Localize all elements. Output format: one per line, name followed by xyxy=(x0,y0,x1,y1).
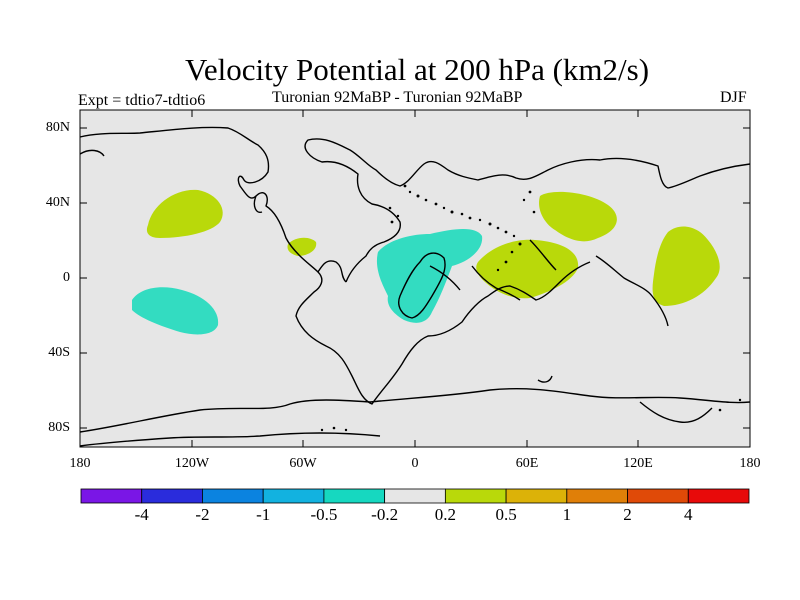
colorbar xyxy=(80,488,750,504)
lon-tick-label: 120W xyxy=(174,456,210,471)
lat-tick-label: 80N xyxy=(45,120,70,135)
season-label: DJF xyxy=(720,89,747,106)
colorbar-swatch xyxy=(384,488,446,504)
coastlines xyxy=(79,126,751,447)
colorbar-swatch xyxy=(566,488,628,504)
colorbar-label: 2 xyxy=(623,505,632,524)
negative-anomaly-south-pacific xyxy=(132,287,219,335)
colorbar-swatch xyxy=(80,488,143,504)
lon-tick-label: 180 xyxy=(69,456,91,471)
lat-tick-marks xyxy=(80,127,750,429)
colorbar-label: -2 xyxy=(195,505,210,524)
positive-anomaly-west-pacific xyxy=(652,226,720,306)
colorbar-label: -0.2 xyxy=(371,505,399,524)
lon-tick-label: 180 xyxy=(739,456,761,471)
colorbar-label: 4 xyxy=(684,505,693,524)
negative-anomaly-tethys xyxy=(376,229,483,323)
colorbar-swatch xyxy=(505,488,568,504)
colorbar-swatch xyxy=(627,488,689,504)
plot-title: Velocity Potential at 200 hPa (km2/s) xyxy=(184,52,650,87)
lon-tick-label: 60E xyxy=(515,456,539,471)
positive-anomaly-india-asia xyxy=(476,191,617,299)
positive-anomaly-north-pacific xyxy=(146,189,223,238)
experiment-label: Expt = tdtio7-tdtio6 xyxy=(78,92,206,109)
colorbar-swatch xyxy=(444,488,507,504)
period-label: Turonian 92MaBP - Turonian 92MaBP xyxy=(272,89,523,106)
colorbar-label: -4 xyxy=(134,505,149,524)
colorbar-label: 0.5 xyxy=(495,505,517,524)
colorbar-label: -1 xyxy=(256,505,271,524)
lat-tick-label: 40N xyxy=(45,195,70,210)
lat-tick-label: 0 xyxy=(63,270,70,285)
lon-tick-label: 0 xyxy=(411,456,419,471)
lon-tick-label: 60W xyxy=(289,456,317,471)
lon-tick-label: 120E xyxy=(623,456,653,471)
colorbar-swatch xyxy=(323,488,386,504)
islands xyxy=(320,184,742,432)
colorbar-swatch xyxy=(202,488,264,504)
lat-tick-label: 80S xyxy=(48,420,70,435)
colorbar-swatch xyxy=(687,488,750,504)
lon-tick-marks xyxy=(79,110,751,447)
colorbar-label: 1 xyxy=(562,505,572,524)
positive-anomaly-central-america xyxy=(287,237,317,256)
lat-tick-label: 40S xyxy=(48,345,70,360)
colorbar-swatch xyxy=(141,488,203,504)
colorbar-label: -0.5 xyxy=(310,505,338,524)
colorbar-label: 0.2 xyxy=(434,505,456,524)
colorbar-swatch xyxy=(262,488,325,504)
